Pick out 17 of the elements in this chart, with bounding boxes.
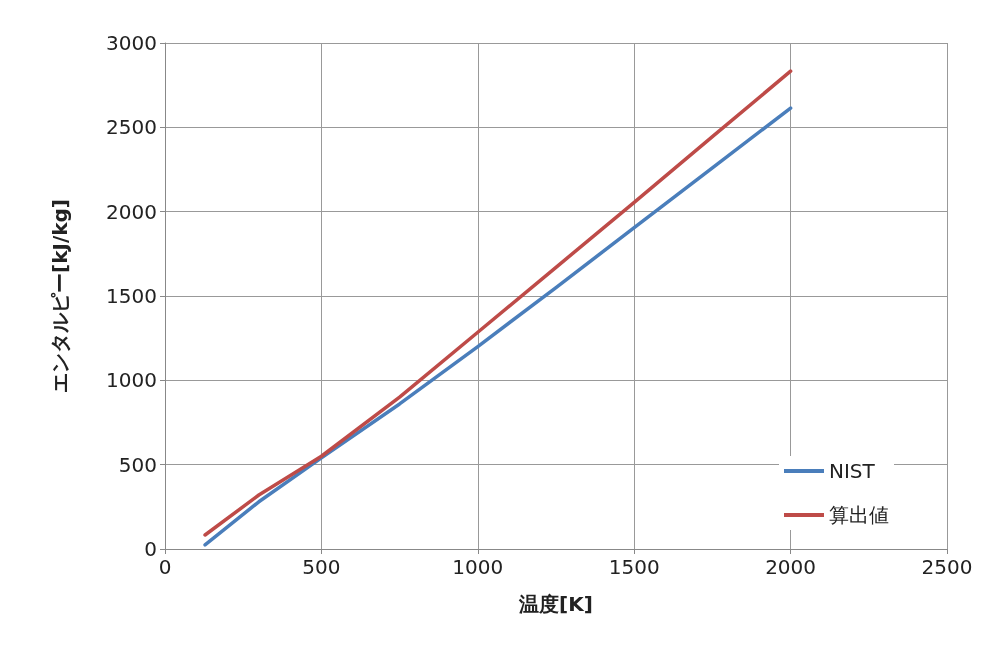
y-tick-label: 0 bbox=[144, 537, 157, 561]
x-tick-label: 1000 bbox=[452, 555, 504, 579]
y-tick-label: 3000 bbox=[106, 31, 157, 55]
y-tick-label: 1000 bbox=[106, 368, 157, 393]
legend-label: 算出値 bbox=[829, 503, 889, 527]
x-tick-label: 500 bbox=[302, 555, 341, 579]
x-tick-label: 2500 bbox=[921, 555, 973, 579]
legend-label: NIST bbox=[829, 459, 876, 483]
y-tick-label: 2500 bbox=[106, 115, 157, 140]
y-tick-label: 500 bbox=[118, 452, 157, 477]
x-tick-label: 0 bbox=[158, 555, 172, 579]
x-axis-title: 温度[K] bbox=[518, 592, 593, 616]
x-tick-label: 1500 bbox=[608, 555, 660, 579]
y-axis-title: エンタルピー[kJ/kg] bbox=[48, 199, 72, 393]
y-tick-label: 2000 bbox=[106, 199, 157, 224]
y-tick-label: 1500 bbox=[106, 284, 157, 308]
x-tick-label: 2000 bbox=[765, 555, 817, 579]
